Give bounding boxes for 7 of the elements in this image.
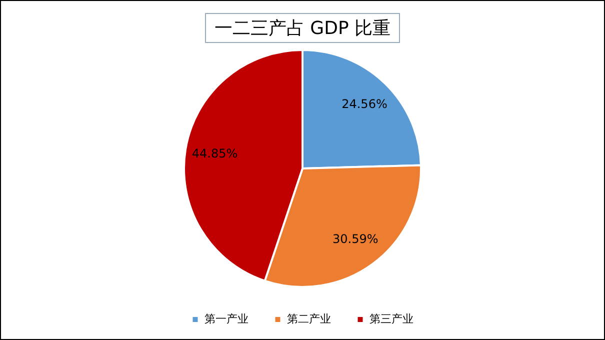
legend-label: 第三产业	[369, 312, 414, 326]
chart-title: 一二三产占 GDP 比重	[205, 13, 400, 43]
data-label: 30.59%	[332, 232, 378, 246]
legend-label: 第二产业	[286, 312, 331, 326]
data-label: 24.56%	[342, 96, 388, 111]
data-label: 44.85%	[192, 146, 238, 160]
legend-label: 第一产业	[204, 312, 248, 326]
